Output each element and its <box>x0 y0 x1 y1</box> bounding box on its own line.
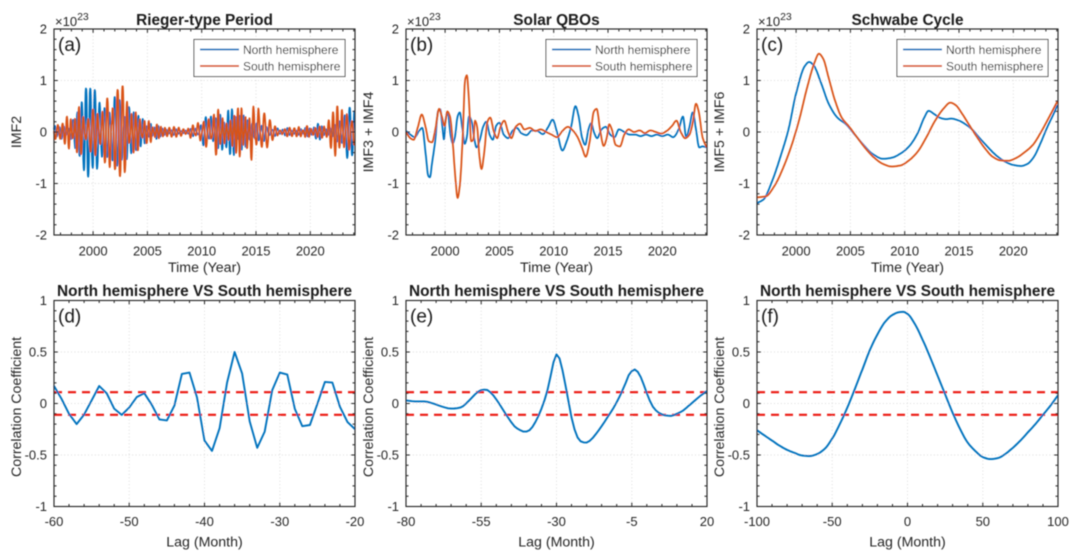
svg-text:Rieger-type Period: Rieger-type Period <box>136 12 273 29</box>
svg-text:0: 0 <box>40 396 47 411</box>
svg-text:-1: -1 <box>738 499 750 514</box>
svg-text:-2: -2 <box>387 228 399 243</box>
svg-text:-55: -55 <box>472 514 491 529</box>
svg-text:-30: -30 <box>547 514 566 529</box>
svg-text:-0.5: -0.5 <box>728 448 750 463</box>
svg-text:-40: -40 <box>195 514 214 529</box>
svg-text:0: 0 <box>392 396 399 411</box>
svg-text:-2: -2 <box>738 228 750 243</box>
svg-text:South hemisphere: South hemisphere <box>243 60 341 74</box>
svg-text:0: 0 <box>743 125 750 140</box>
svg-text:Schwabe Cycle: Schwabe Cycle <box>851 12 964 29</box>
svg-text:Lag (Month): Lag (Month) <box>166 535 243 551</box>
svg-text:2005: 2005 <box>133 243 162 258</box>
svg-text:0: 0 <box>743 396 750 411</box>
svg-text:2000: 2000 <box>79 243 108 258</box>
svg-text:-2: -2 <box>35 228 47 243</box>
svg-text:2020: 2020 <box>296 243 325 258</box>
svg-text:0: 0 <box>392 125 399 140</box>
svg-text:2020: 2020 <box>999 243 1028 258</box>
svg-text:-50: -50 <box>120 514 139 529</box>
svg-text:Time (Year): Time (Year) <box>871 260 944 276</box>
svg-text:(c): (c) <box>761 35 783 56</box>
svg-text:North hemisphere VS South hemi: North hemisphere VS South hemisphere <box>760 283 1055 300</box>
svg-text:2: 2 <box>392 22 399 37</box>
svg-text:Time (Year): Time (Year) <box>168 260 241 276</box>
svg-text:-50: -50 <box>823 514 842 529</box>
svg-text:2010: 2010 <box>187 243 216 258</box>
svg-text:-100: -100 <box>744 514 770 529</box>
svg-text:50: 50 <box>976 514 990 529</box>
svg-text:South hemisphere: South hemisphere <box>946 60 1044 74</box>
svg-text:2010: 2010 <box>539 243 568 258</box>
svg-text:0.5: 0.5 <box>29 345 47 360</box>
svg-text:2020: 2020 <box>648 243 677 258</box>
svg-text:1: 1 <box>743 73 750 88</box>
svg-text:Solar QBOs: Solar QBOs <box>513 12 599 29</box>
svg-text:(b): (b) <box>410 35 433 56</box>
svg-text:-1: -1 <box>387 499 399 514</box>
svg-text:(f): (f) <box>761 307 779 328</box>
svg-text:0.5: 0.5 <box>381 345 399 360</box>
svg-text:-30: -30 <box>270 514 289 529</box>
svg-text:-1: -1 <box>738 176 750 191</box>
svg-text:0.5: 0.5 <box>732 345 750 360</box>
svg-text:1: 1 <box>392 73 399 88</box>
svg-text:1: 1 <box>40 73 47 88</box>
svg-text:Lag (Month): Lag (Month) <box>518 535 595 551</box>
svg-text:-20: -20 <box>346 514 365 529</box>
svg-text:North hemisphere: North hemisphere <box>595 43 691 57</box>
svg-text:1: 1 <box>392 293 399 308</box>
svg-text:Time (Year): Time (Year) <box>520 260 593 276</box>
svg-text:2005: 2005 <box>485 243 514 258</box>
svg-text:1: 1 <box>40 293 47 308</box>
svg-text:-1: -1 <box>387 176 399 191</box>
svg-text:(a): (a) <box>58 35 81 56</box>
svg-text:Lag (Month): Lag (Month) <box>869 535 946 551</box>
svg-text:Correlation Coefficient: Correlation Coefficient <box>712 337 728 477</box>
svg-text:-1: -1 <box>35 176 47 191</box>
svg-text:-80: -80 <box>397 514 416 529</box>
svg-text:(e): (e) <box>410 307 433 328</box>
svg-text:North hemisphere: North hemisphere <box>946 43 1042 57</box>
svg-text:0: 0 <box>40 125 47 140</box>
svg-text:North hemisphere VS South hemi: North hemisphere VS South hemisphere <box>409 283 704 300</box>
svg-text:2005: 2005 <box>836 243 865 258</box>
svg-text:Correlation Coefficient: Correlation Coefficient <box>9 337 25 477</box>
svg-text:-5: -5 <box>626 514 638 529</box>
svg-text:2015: 2015 <box>594 243 623 258</box>
svg-text:-0.5: -0.5 <box>377 448 399 463</box>
svg-text:-1: -1 <box>35 499 47 514</box>
svg-text:IMF2: IMF2 <box>9 116 25 148</box>
svg-text:0: 0 <box>904 514 911 529</box>
svg-text:2: 2 <box>743 22 750 37</box>
svg-text:IMF3 + IMF4: IMF3 + IMF4 <box>361 91 377 172</box>
svg-text:-60: -60 <box>45 514 64 529</box>
svg-text:Correlation Coefficient: Correlation Coefficient <box>361 337 377 477</box>
svg-text:2000: 2000 <box>431 243 460 258</box>
svg-text:20: 20 <box>700 514 714 529</box>
svg-text:2: 2 <box>40 22 47 37</box>
svg-text:North hemisphere: North hemisphere <box>243 43 339 57</box>
svg-text:2015: 2015 <box>945 243 974 258</box>
svg-text:North hemisphere VS South hemi: North hemisphere VS South hemisphere <box>57 283 352 300</box>
svg-text:100: 100 <box>1047 514 1069 529</box>
svg-text:(d): (d) <box>58 307 81 328</box>
svg-text:1: 1 <box>743 293 750 308</box>
svg-text:2015: 2015 <box>242 243 271 258</box>
svg-text:IMF5 + IMF6: IMF5 + IMF6 <box>712 91 728 172</box>
svg-text:2010: 2010 <box>890 243 919 258</box>
svg-text:2000: 2000 <box>782 243 811 258</box>
svg-text:South hemisphere: South hemisphere <box>595 60 693 74</box>
svg-text:-0.5: -0.5 <box>25 448 47 463</box>
